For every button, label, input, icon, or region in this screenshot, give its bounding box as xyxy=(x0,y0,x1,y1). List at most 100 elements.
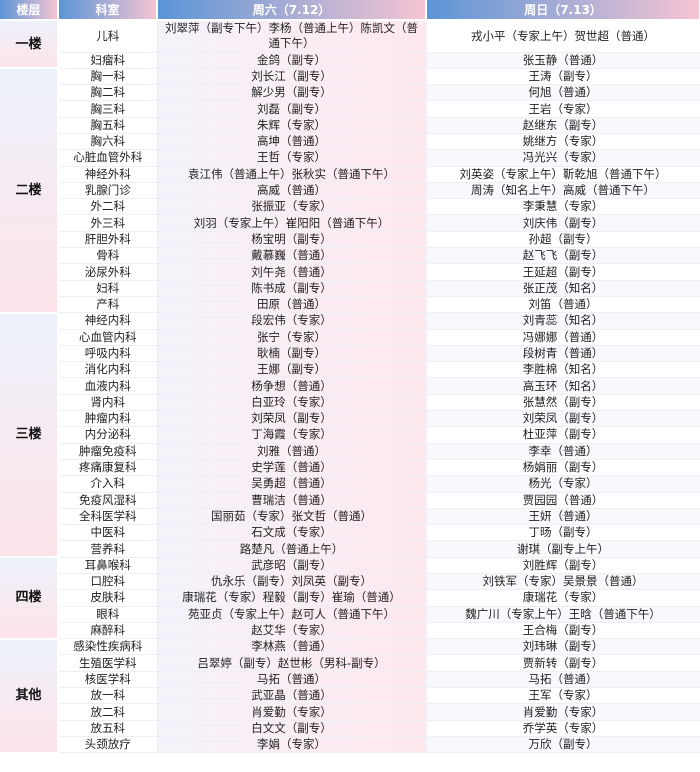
table-row: 神经外科 袁江伟（普通上午）张秋实（普通下午） 刘英姿（专家上午）靳乾旭（普通下午） xyxy=(0,166,700,183)
saturday-doctor-cell: 刘磊（副专） xyxy=(157,100,427,118)
saturday-doctor-cell: 朱辉（专家） xyxy=(157,117,427,134)
sunday-doctor-cell: 刘胜辉（副专） xyxy=(426,557,700,575)
department-cell: 皮肤科 xyxy=(58,589,158,607)
department-cell: 麻醉科 xyxy=(58,622,158,640)
table-row: 产科 田原（普通） 刘笛（普通） xyxy=(0,296,700,314)
sunday-doctor-cell: 丁旸（副专） xyxy=(426,524,700,542)
department-cell: 呼吸内科 xyxy=(58,345,158,363)
department-cell: 产科 xyxy=(58,296,158,314)
department-cell: 眼科 xyxy=(58,606,158,623)
sunday-doctor-cell: 赵继东（副专） xyxy=(426,117,700,134)
floor-label: 三楼 xyxy=(0,312,59,559)
saturday-doctor-cell: 马拓（普通） xyxy=(157,671,427,689)
sunday-doctor-cell: 刘庆伟（副专） xyxy=(426,214,700,232)
department-cell: 生殖医学科 xyxy=(58,654,158,672)
saturday-doctor-cell: 武亚晶（普通） xyxy=(157,687,427,705)
sunday-doctor-cell: 张慧然（副专） xyxy=(426,394,700,412)
table-row: 肿瘤免疫科 刘雅（普通） 李幸（普通） xyxy=(0,443,700,460)
sunday-doctor-cell: 王妍（普通） xyxy=(426,508,700,526)
saturday-doctor-cell: 戴慕巍（普通） xyxy=(157,247,427,265)
department-cell: 外三科 xyxy=(58,214,158,232)
sunday-doctor-cell: 马拓（普通） xyxy=(426,671,700,689)
sunday-doctor-cell: 王涛（副专） xyxy=(426,68,700,86)
department-cell: 心脏血管外科 xyxy=(58,149,158,167)
table-row: 骨科 戴慕巍（普通） 赵飞飞（副专） xyxy=(0,247,700,265)
department-cell: 感染性疾病科 xyxy=(58,638,158,656)
table-row: 心脏血管外科 王哲（专家） 冯光兴（专家） xyxy=(0,149,700,167)
table-row: 眼科 苑亚贞（专家上午）赵可人（普通下午） 魏广川（专家上午）王晗（普通下午） xyxy=(0,606,700,623)
table-row: 放一科 武亚晶（普通） 王军（专家） xyxy=(0,687,700,705)
saturday-doctor-cell: 陈书成（副专） xyxy=(157,280,427,297)
department-cell: 妇瘤科 xyxy=(58,52,158,69)
department-cell: 血液内科 xyxy=(58,377,158,395)
saturday-doctor-cell: 金鸽（副专） xyxy=(157,52,427,69)
department-cell: 营养科 xyxy=(58,540,158,558)
department-cell: 儿科 xyxy=(58,20,158,53)
sunday-doctor-cell: 魏广川（专家上午）王晗（普通下午） xyxy=(426,606,700,623)
table-row: 妇瘤科 金鸽（副专） 张玉静（普通） xyxy=(0,52,700,69)
table-row: 胸三科 刘磊（副专） 王岩（专家） xyxy=(0,100,700,118)
table-row: 口腔科 仇永乐（副专）刘凤英（副专） 刘铁军（专家）吴景景（普通） xyxy=(0,573,700,591)
department-cell: 消化内科 xyxy=(58,361,158,379)
saturday-doctor-cell: 李林燕（普通） xyxy=(157,638,427,656)
sunday-doctor-cell: 孙超（副专） xyxy=(426,231,700,249)
sunday-doctor-cell: 刘青蕊（知名） xyxy=(426,312,700,330)
sunday-doctor-cell: 刘玮琳（副专） xyxy=(426,638,700,656)
sunday-doctor-cell: 乔学英（专家） xyxy=(426,720,700,737)
table-row: 头颈放疗 李娟（专家） 万欣（副专） xyxy=(0,736,700,754)
table-row: 放二科 肖爱勤（专家） 肖爱勤（专家） xyxy=(0,703,700,721)
department-cell: 胸二科 xyxy=(58,84,158,102)
saturday-doctor-cell: 李娟（专家） xyxy=(157,736,427,754)
sunday-doctor-cell: 何旭（普通） xyxy=(426,84,700,102)
header-floor: 楼层 xyxy=(0,0,59,21)
sunday-doctor-cell: 段树青（普通） xyxy=(426,345,700,363)
department-cell: 泌尿外科 xyxy=(58,263,158,281)
sunday-doctor-cell: 高玉环（知名） xyxy=(426,377,700,395)
department-cell: 疼痛康复科 xyxy=(58,459,158,477)
saturday-doctor-cell: 杨争想（普通） xyxy=(157,377,427,395)
department-cell: 头颈放疗 xyxy=(58,736,158,754)
sunday-doctor-cell: 刘英姿（专家上午）靳乾旭（普通下午） xyxy=(426,166,700,183)
table-row: 三楼 神经内科 段宏伟（专家） 刘青蕊（知名） xyxy=(0,312,700,559)
sunday-doctor-cell: 康瑞花（专家） xyxy=(426,589,700,607)
department-cell: 胸三科 xyxy=(58,100,158,118)
table-row: 乳腺门诊 高威（普通） 周涛（知名上午）高威（普通下午） xyxy=(0,182,700,200)
table-row: 二楼 胸一科 刘长江（副专） 王涛（副专） xyxy=(0,68,700,314)
saturday-doctor-cell: 王哲（专家） xyxy=(157,149,427,167)
sunday-doctor-cell: 王岩（专家） xyxy=(426,100,700,118)
saturday-doctor-cell: 路楚凡（普通上午） xyxy=(157,540,427,558)
floor-label: 二楼 xyxy=(0,68,59,314)
saturday-doctor-cell: 史学莲（普通） xyxy=(157,459,427,477)
saturday-doctor-cell: 解少男（副专） xyxy=(157,84,427,102)
table-row: 介入科 吴勇超（普通） 杨光（专家） xyxy=(0,475,700,493)
table-row: 核医学科 马拓（普通） 马拓（普通） xyxy=(0,671,700,689)
table-row: 心血管内科 张宁（专家） 冯娜娜（普通） xyxy=(0,329,700,346)
department-cell: 中医科 xyxy=(58,524,158,542)
department-cell: 耳鼻喉科 xyxy=(58,557,158,575)
sunday-doctor-cell: 李幸（普通） xyxy=(426,443,700,460)
table-row: 胸六科 高坤（普通） 姚继方（专家） xyxy=(0,133,700,151)
table-row: 放五科 白文文（副专） 乔学英（专家） xyxy=(0,720,700,737)
sunday-doctor-cell: 刘笛（普通） xyxy=(426,296,700,314)
sunday-doctor-cell: 李胜棉（知名） xyxy=(426,361,700,379)
saturday-doctor-cell: 白亚玲（专家） xyxy=(157,394,427,412)
saturday-doctor-cell: 武彦昭（副专） xyxy=(157,557,427,575)
department-cell: 介入科 xyxy=(58,475,158,493)
table-row: 外二科 张振亚（专家） 李秉慧（专家） xyxy=(0,198,700,216)
header-dept: 科室 xyxy=(58,0,158,21)
sunday-doctor-cell: 冯娜娜（普通） xyxy=(426,329,700,346)
table-row: 营养科 路楚凡（普通上午） 谢琪（副专上午） xyxy=(0,540,700,558)
sunday-doctor-cell: 谢琪（副专上午） xyxy=(426,540,700,558)
saturday-doctor-cell: 国丽茹（专家）张文哲（普通） xyxy=(157,508,427,526)
table-row: 生殖医学科 吕翠婷（副专）赵世彬（男科-副专） 贾新转（副专） xyxy=(0,654,700,672)
schedule-table: 楼层 科室 周六（7.12） 周日（7.13） 一楼 儿科 刘翠萍（副专下午）李杨（… xyxy=(0,0,700,754)
department-cell: 神经内科 xyxy=(58,312,158,330)
department-cell: 放一科 xyxy=(58,687,158,705)
department-cell: 肿瘤内科 xyxy=(58,410,158,428)
table-row: 肝胆外科 杨宝明（副专） 孙超（副专） xyxy=(0,231,700,249)
sunday-doctor-cell: 王延超（副专） xyxy=(426,263,700,281)
department-cell: 乳腺门诊 xyxy=(58,182,158,200)
table-row: 免疫风湿科 曹瑞洁（普通） 贾园园（普通） xyxy=(0,492,700,509)
table-row: 胸二科 解少男（副专） 何旭（普通） xyxy=(0,84,700,102)
sunday-doctor-cell: 王军（专家） xyxy=(426,687,700,705)
